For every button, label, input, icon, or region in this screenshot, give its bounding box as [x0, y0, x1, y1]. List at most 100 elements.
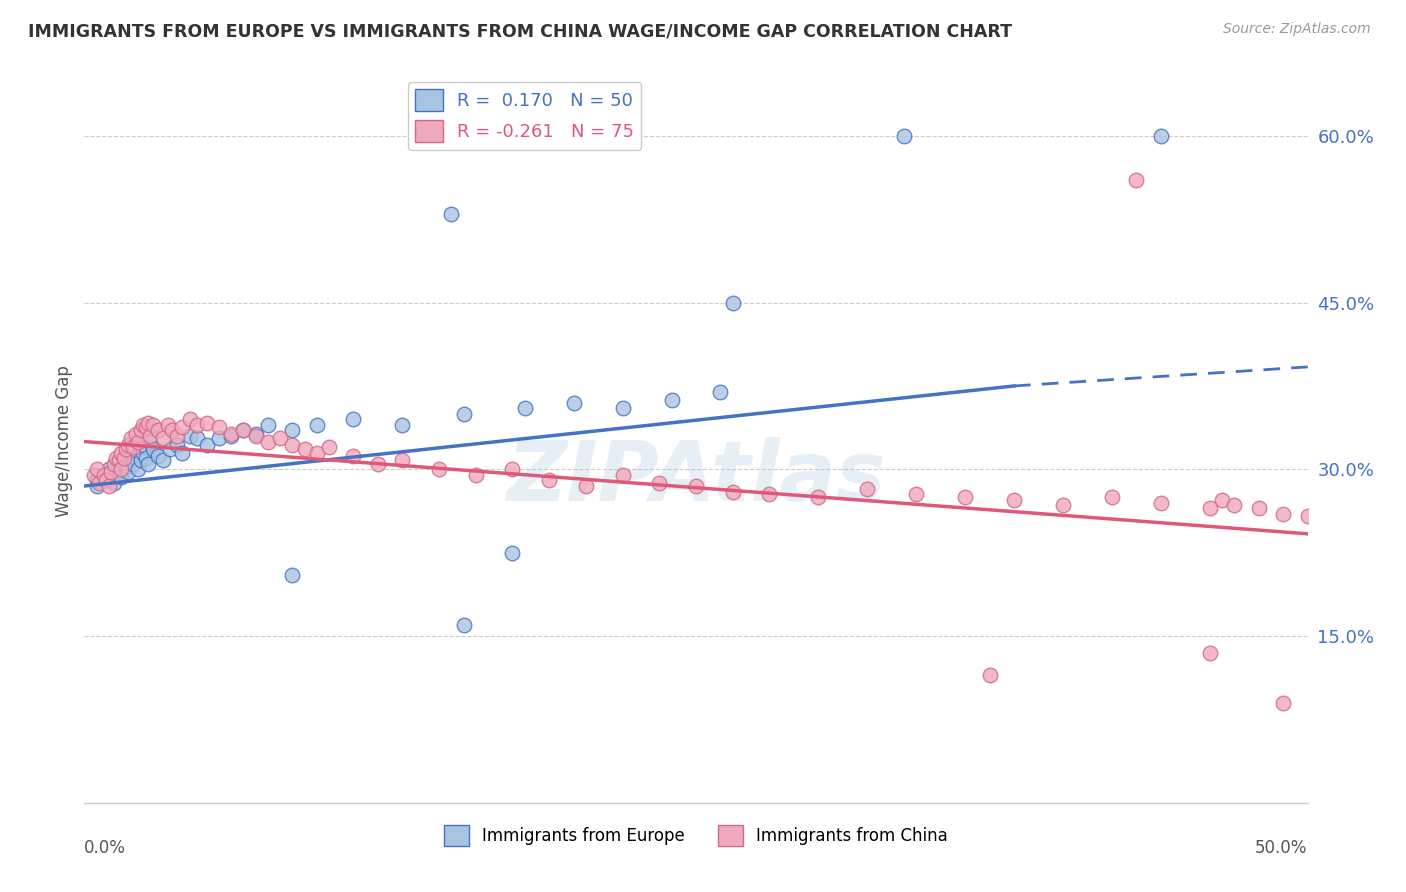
Point: [513, 401, 536, 416]
Point: [105, 465, 128, 479]
Point: [107, 467, 129, 482]
Text: 0.0%: 0.0%: [84, 838, 127, 857]
Point: [391, 417, 413, 432]
Point: [464, 467, 486, 482]
Point: [120, 431, 142, 445]
Point: [232, 424, 254, 438]
Point: [129, 453, 152, 467]
Point: [136, 457, 159, 471]
Point: [120, 445, 142, 459]
Point: [1198, 646, 1220, 660]
Point: [953, 490, 976, 504]
Point: [1223, 498, 1246, 512]
Point: [1296, 508, 1319, 523]
Point: [162, 424, 184, 438]
Point: [1272, 696, 1295, 710]
Text: ZIPAtlas: ZIPAtlas: [506, 437, 886, 518]
Point: [103, 457, 125, 471]
Point: [721, 484, 744, 499]
Point: [538, 474, 561, 488]
Point: [721, 295, 744, 310]
Point: [142, 417, 165, 432]
Point: [86, 462, 108, 476]
Point: [127, 462, 149, 476]
Point: [172, 445, 194, 459]
Point: [245, 429, 267, 443]
Text: Source: ZipAtlas.com: Source: ZipAtlas.com: [1223, 22, 1371, 37]
Point: [146, 449, 169, 463]
Point: [219, 426, 242, 441]
Point: [305, 417, 328, 432]
Point: [122, 449, 145, 463]
Point: [612, 401, 634, 416]
Point: [172, 420, 194, 434]
Point: [112, 451, 135, 466]
Point: [305, 445, 328, 459]
Point: [709, 384, 731, 399]
Point: [166, 438, 188, 452]
Point: [612, 467, 634, 482]
Point: [83, 467, 105, 482]
Point: [139, 434, 162, 449]
Point: [257, 434, 280, 449]
Point: [117, 465, 139, 479]
Point: [179, 412, 201, 426]
Point: [86, 479, 108, 493]
Point: [112, 451, 135, 466]
Point: [342, 412, 364, 426]
Point: [318, 440, 340, 454]
Point: [110, 470, 132, 484]
Point: [110, 462, 132, 476]
Point: [1198, 501, 1220, 516]
Point: [245, 426, 267, 441]
Text: IMMIGRANTS FROM EUROPE VS IMMIGRANTS FROM CHINA WAGE/INCOME GAP CORRELATION CHAR: IMMIGRANTS FROM EUROPE VS IMMIGRANTS FRO…: [28, 22, 1012, 40]
Point: [186, 431, 208, 445]
Point: [367, 457, 389, 471]
Point: [1150, 496, 1173, 510]
Point: [807, 490, 830, 504]
Point: [100, 465, 122, 479]
Point: [661, 393, 683, 408]
Point: [122, 457, 145, 471]
Point: [281, 568, 304, 582]
Point: [97, 462, 120, 476]
Point: [294, 442, 316, 457]
Legend: R =  0.170   N = 50, R = -0.261   N = 75: R = 0.170 N = 50, R = -0.261 N = 75: [408, 82, 641, 150]
Point: [159, 442, 181, 457]
Point: [146, 424, 169, 438]
Point: [232, 424, 254, 438]
Point: [1150, 128, 1173, 143]
Point: [1101, 490, 1123, 504]
Point: [453, 407, 475, 421]
Point: [127, 434, 149, 449]
Point: [1320, 651, 1343, 665]
Point: [93, 471, 115, 485]
Point: [117, 438, 139, 452]
Point: [427, 462, 450, 476]
Point: [152, 431, 174, 445]
Point: [562, 395, 585, 409]
Point: [186, 417, 208, 432]
Point: [86, 474, 108, 488]
Y-axis label: Wage/Income Gap: Wage/Income Gap: [55, 366, 73, 517]
Point: [758, 487, 780, 501]
Point: [502, 546, 524, 560]
Point: [1002, 493, 1025, 508]
Point: [342, 449, 364, 463]
Point: [96, 474, 118, 488]
Point: [122, 440, 145, 454]
Point: [219, 429, 242, 443]
Point: [136, 416, 159, 430]
Point: [440, 207, 463, 221]
Point: [281, 438, 304, 452]
Point: [110, 457, 132, 471]
Point: [1309, 505, 1331, 519]
Point: [105, 451, 128, 466]
Point: [110, 445, 132, 459]
Point: [179, 429, 201, 443]
Point: [1272, 507, 1295, 521]
Point: [893, 128, 915, 143]
Point: [97, 479, 120, 493]
Point: [269, 431, 291, 445]
Point: [391, 453, 413, 467]
